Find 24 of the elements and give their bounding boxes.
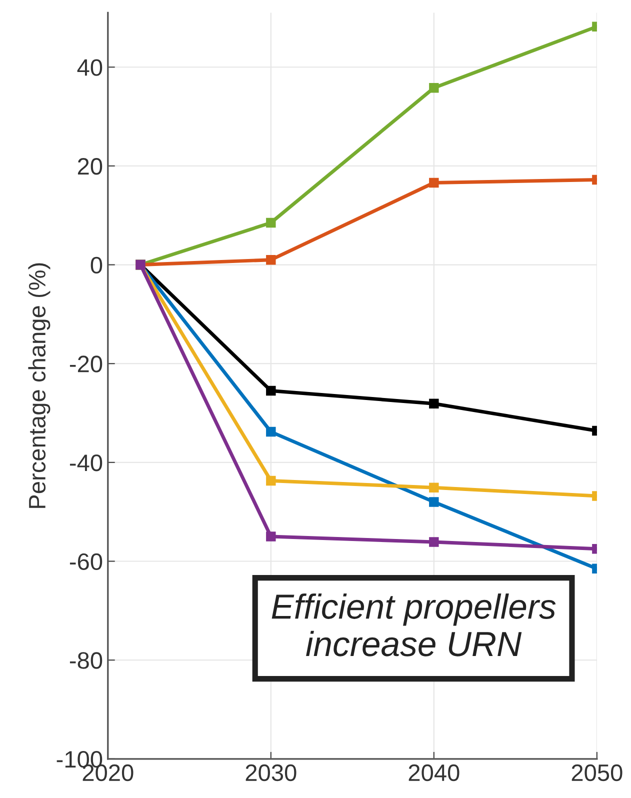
point <box>429 497 439 507</box>
y-tick-label: 40 <box>77 59 102 76</box>
y-tick-label: -40 <box>70 454 102 472</box>
y-tick-label: -60 <box>70 553 102 570</box>
point <box>266 532 276 542</box>
point <box>429 178 439 188</box>
point <box>429 537 439 547</box>
point <box>266 254 276 265</box>
point <box>266 386 276 396</box>
point <box>429 482 439 492</box>
annotation: Efficient propellers increase URN <box>272 593 556 656</box>
x-tick-label: 2030 <box>246 764 296 782</box>
point <box>266 476 276 486</box>
point <box>429 83 439 93</box>
point <box>429 398 439 408</box>
point <box>266 218 276 228</box>
point <box>266 426 276 437</box>
x-tick-label: 2040 <box>408 764 460 782</box>
x-tick-label: 2050 <box>572 764 622 782</box>
y-axis-title: Percentage change (%) <box>28 263 50 508</box>
y-tick-label: 20 <box>78 158 102 175</box>
y-tick-label: 0 <box>90 256 102 274</box>
y-tick-label: -80 <box>70 652 102 669</box>
y-tick-label: -20 <box>70 356 102 372</box>
